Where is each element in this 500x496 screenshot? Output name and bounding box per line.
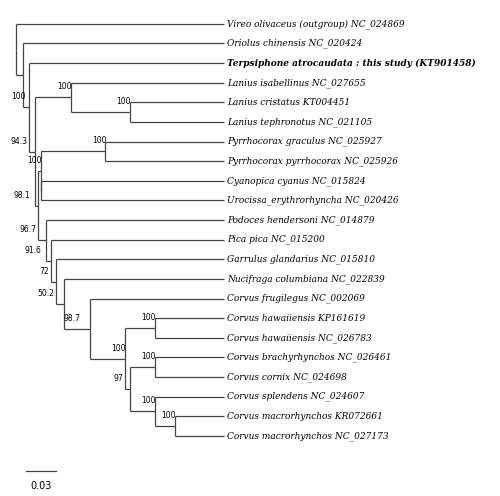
Text: Pyrrhocorax pyrrhocorax NC_025926: Pyrrhocorax pyrrhocorax NC_025926 — [228, 156, 398, 166]
Text: Lanius cristatus KT004451: Lanius cristatus KT004451 — [228, 98, 350, 107]
Text: 100: 100 — [142, 352, 156, 361]
Text: 100: 100 — [116, 97, 131, 106]
Text: 100: 100 — [112, 344, 126, 353]
Text: 96.7: 96.7 — [20, 225, 37, 235]
Text: Corvus macrorhynchos KR072661: Corvus macrorhynchos KR072661 — [228, 412, 384, 421]
Text: Lanius tephronotus NC_021105: Lanius tephronotus NC_021105 — [228, 117, 372, 127]
Text: 91.6: 91.6 — [25, 246, 42, 254]
Text: 98.1: 98.1 — [13, 191, 30, 200]
Text: Corvus hawaiiensis NC_026783: Corvus hawaiiensis NC_026783 — [228, 333, 372, 343]
Text: 98.7: 98.7 — [64, 313, 80, 323]
Text: Lanius isabellinus NC_027655: Lanius isabellinus NC_027655 — [228, 78, 366, 87]
Text: 100: 100 — [28, 156, 42, 165]
Text: Podoces hendersoni NC_014879: Podoces hendersoni NC_014879 — [228, 215, 375, 225]
Text: 100: 100 — [57, 82, 72, 91]
Text: 0.03: 0.03 — [30, 481, 52, 491]
Text: Terpsiphone atrocaudata : this study (KT901458): Terpsiphone atrocaudata : this study (KT… — [228, 59, 476, 67]
Text: 100: 100 — [162, 411, 176, 420]
Text: Garrulus glandarius NC_015810: Garrulus glandarius NC_015810 — [228, 254, 376, 264]
Text: Cyanopica cyanus NC_015824: Cyanopica cyanus NC_015824 — [228, 176, 366, 186]
Text: Pyrrhocorax graculus NC_025927: Pyrrhocorax graculus NC_025927 — [228, 137, 382, 146]
Text: 97: 97 — [114, 374, 123, 383]
Text: Corvus frugilegus NC_002069: Corvus frugilegus NC_002069 — [228, 294, 366, 304]
Text: Nucifraga columbiana NC_022839: Nucifraga columbiana NC_022839 — [228, 274, 385, 284]
Text: Vireo olivaceus (outgroup) NC_024869: Vireo olivaceus (outgroup) NC_024869 — [228, 19, 405, 29]
Text: Corvus splendens NC_024607: Corvus splendens NC_024607 — [228, 392, 365, 401]
Text: Corvus macrorhynchos NC_027173: Corvus macrorhynchos NC_027173 — [228, 431, 389, 441]
Text: 100: 100 — [142, 313, 156, 322]
Text: Oriolus chinensis NC_020424: Oriolus chinensis NC_020424 — [228, 39, 362, 48]
Text: Corvus cornix NC_024698: Corvus cornix NC_024698 — [228, 372, 348, 382]
Text: Corvus hawaiiensis KP161619: Corvus hawaiiensis KP161619 — [228, 313, 366, 323]
Text: Pica pica NC_015200: Pica pica NC_015200 — [228, 235, 325, 245]
Text: 72: 72 — [39, 267, 49, 276]
Text: Corvus brachyrhynchos NC_026461: Corvus brachyrhynchos NC_026461 — [228, 353, 392, 362]
Text: Urocissa_erythrorhyncha NC_020426: Urocissa_erythrorhyncha NC_020426 — [228, 195, 399, 205]
Text: 100: 100 — [142, 396, 156, 405]
Text: 100: 100 — [92, 136, 106, 145]
Text: 50.2: 50.2 — [37, 289, 54, 298]
Text: 100: 100 — [12, 92, 26, 101]
Text: 94.3: 94.3 — [11, 136, 28, 146]
